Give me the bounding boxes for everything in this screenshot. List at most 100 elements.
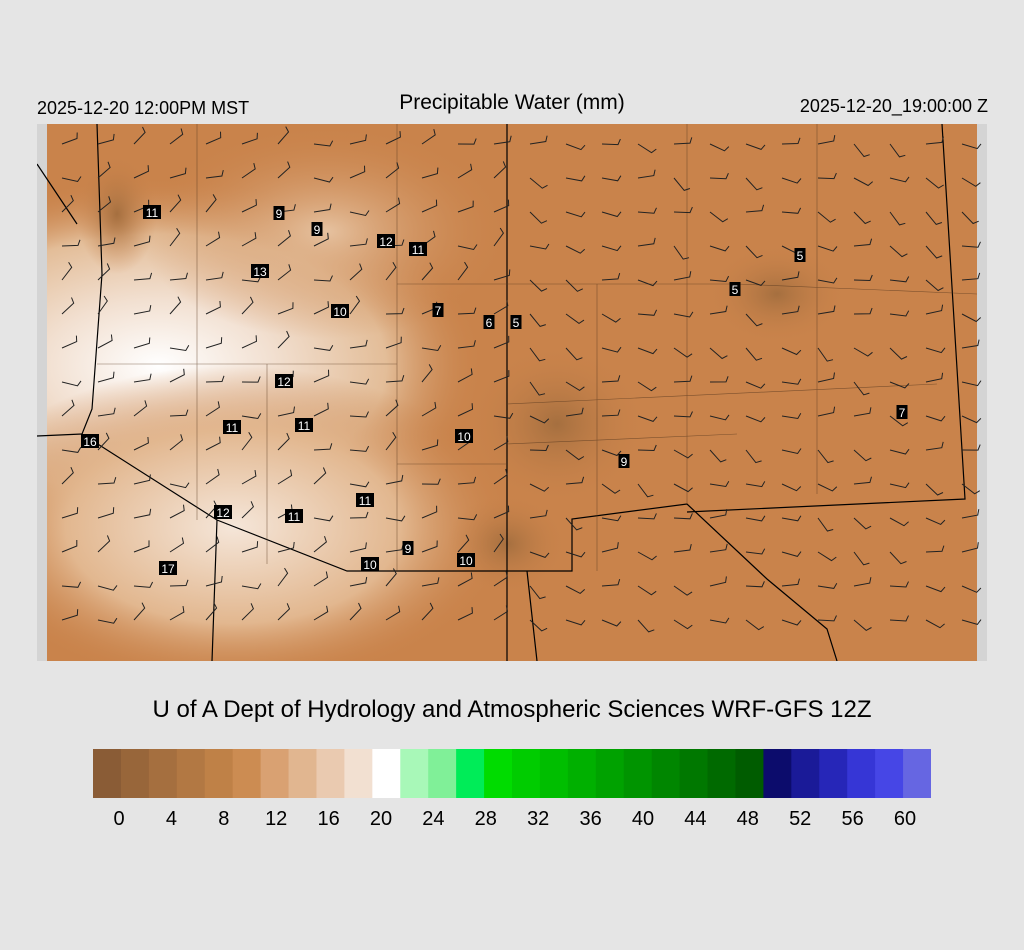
wind-barb: [313, 515, 334, 522]
svg-text:6: 6: [486, 316, 493, 330]
wind-barb: [421, 364, 433, 383]
wind-barb: [925, 517, 946, 525]
svg-text:10: 10: [333, 305, 347, 319]
color-scale-labels: 0 4 8 12 16 20 24 28 32 36 40 44 48 52 56 60: [93, 808, 931, 834]
wind-barb: [925, 545, 945, 553]
wind-barb: [169, 537, 185, 553]
wind-barb: [889, 615, 909, 622]
wind-barb: [925, 441, 944, 451]
wind-barb: [817, 582, 838, 589]
wind-barb: [853, 577, 872, 587]
wind-barb: [529, 415, 550, 424]
wind-barb: [493, 370, 510, 383]
wind-barb: [961, 272, 981, 281]
wind-barb: [421, 199, 438, 213]
wind-barb: [853, 307, 873, 315]
wind-barb: [889, 245, 908, 258]
wind-barb: [349, 165, 366, 179]
wind-barb: [601, 138, 621, 146]
wind-barb: [133, 602, 146, 621]
wind-barb: [277, 161, 291, 179]
wind-barb: [817, 406, 836, 417]
wind-barb: [781, 271, 800, 281]
wind-barb: [961, 211, 979, 225]
wind-barb: [601, 515, 622, 522]
color-scale-label: 56: [841, 808, 864, 830]
station-value-marker: 11: [143, 205, 161, 220]
wind-barb: [133, 337, 151, 349]
wind-barb: [205, 401, 220, 417]
wind-barb: [745, 619, 765, 631]
wind-barb: [781, 305, 800, 315]
wind-barb: [493, 505, 510, 519]
color-scale-label: 40: [631, 808, 655, 830]
wind-barb: [529, 381, 546, 396]
wind-barb: [385, 399, 399, 417]
wind-barb: [169, 272, 188, 281]
wind-barb: [169, 296, 182, 315]
station-value-marker: 5: [729, 282, 741, 297]
wind-barb: [133, 508, 152, 519]
wind-barb: [529, 279, 548, 292]
wind-barb: [529, 135, 548, 145]
wind-barb: [961, 380, 982, 387]
wind-barb: [637, 513, 657, 520]
wind-barb: [673, 543, 692, 553]
wind-barb: [889, 581, 909, 588]
wind-barb: [637, 207, 657, 214]
wind-barb: [349, 602, 362, 621]
wind-barb: [313, 301, 330, 315]
wind-barb: [133, 436, 149, 451]
color-swatch: [288, 749, 317, 798]
wind-barb: [853, 211, 871, 225]
valid-time-label: 2025-12-20_19:00:00 Z: [799, 96, 988, 116]
wind-barb: [637, 551, 657, 561]
wind-barb: [925, 483, 944, 496]
wind-barb: [853, 476, 872, 485]
wind-barb: [241, 470, 257, 485]
wind-barb: [385, 431, 397, 451]
wind-barb: [961, 415, 982, 424]
svg-text:7: 7: [899, 406, 906, 420]
wind-barb: [385, 131, 401, 145]
wind-barb: [313, 140, 334, 147]
wind-barb: [493, 533, 504, 553]
wind-barb: [529, 211, 548, 224]
wind-barb: [277, 541, 295, 553]
wind-barb: [313, 402, 329, 417]
wind-barb: [601, 313, 621, 323]
wind-barb: [277, 432, 290, 451]
wind-barb: [781, 551, 802, 557]
wind-barb: [133, 235, 151, 247]
wind-barb: [457, 534, 470, 553]
wind-barb: [61, 609, 79, 621]
wind-barb: [673, 449, 693, 459]
wind-barb: [673, 311, 694, 318]
wind-barb: [889, 211, 906, 226]
color-swatch: [791, 749, 820, 798]
wind-barb: [781, 347, 802, 356]
wind-barb: [565, 211, 586, 218]
wind-barb: [961, 585, 982, 593]
wind-barb: [673, 585, 693, 596]
wind-barb: [709, 305, 728, 315]
wind-barb: [385, 474, 404, 485]
wind-barb: [421, 262, 434, 281]
svg-text:13: 13: [253, 265, 267, 279]
wind-barb: [565, 313, 585, 325]
wind-barb: [421, 505, 438, 519]
wind-barb: [853, 274, 873, 282]
wind-barb: [673, 411, 693, 418]
wind-barb: [637, 347, 658, 355]
wind-barb: [457, 200, 474, 213]
station-value-marker: 10: [331, 304, 349, 319]
wind-barb: [421, 439, 439, 451]
svg-text:16: 16: [83, 435, 97, 449]
wind-barb: [961, 143, 982, 150]
wind-barb: [673, 271, 692, 281]
wind-barb: [241, 413, 262, 420]
wind-barb: [709, 275, 730, 283]
color-swatch: [120, 749, 150, 798]
wind-barb: [637, 415, 658, 422]
wind-barb: [709, 211, 729, 223]
